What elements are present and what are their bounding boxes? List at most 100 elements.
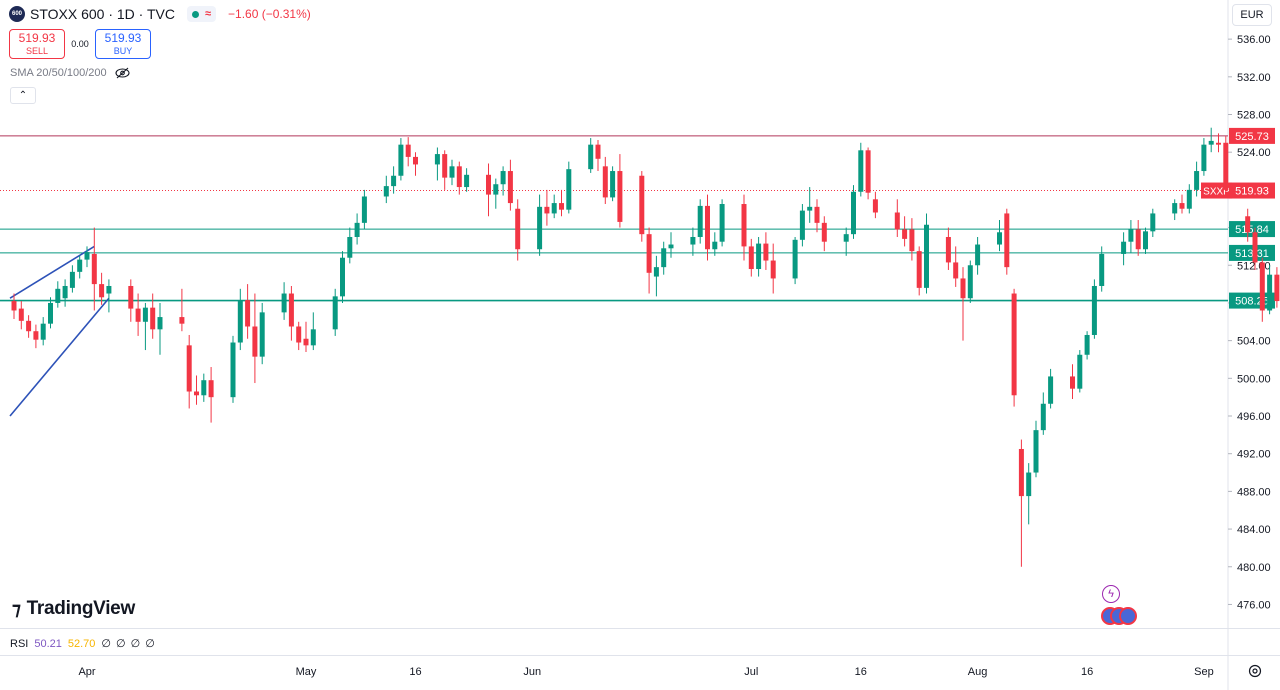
candle-body xyxy=(668,244,674,249)
candle xyxy=(690,227,696,256)
sma-indicator[interactable]: SMA 20/50/100/200 xyxy=(10,67,130,79)
y-tick-label: 500.00 xyxy=(1237,373,1271,385)
candle-body xyxy=(1011,293,1017,396)
candle xyxy=(807,187,813,223)
sell-button[interactable]: 519.93 SELL xyxy=(9,29,65,59)
candle xyxy=(449,159,455,186)
candle xyxy=(1040,392,1046,435)
candle xyxy=(486,163,491,217)
candle-body xyxy=(1150,213,1156,232)
candle xyxy=(69,265,75,293)
flash-icon[interactable]: ϟ xyxy=(1102,585,1120,603)
y-tick-label: 484.00 xyxy=(1237,524,1271,536)
candle xyxy=(1252,227,1258,270)
candle-body xyxy=(865,150,871,193)
gear-icon[interactable] xyxy=(1247,663,1263,679)
candle xyxy=(442,150,448,190)
candle-body xyxy=(361,196,367,223)
candle xyxy=(756,236,762,277)
chevron-up-icon[interactable]: ⌃ xyxy=(10,87,36,104)
candle xyxy=(11,293,17,319)
candle-body xyxy=(1252,232,1258,263)
candle-body xyxy=(537,206,543,250)
candle xyxy=(697,199,703,244)
eye-hidden-icon[interactable] xyxy=(115,67,130,79)
candle-body xyxy=(1201,144,1207,172)
candle-body xyxy=(332,296,338,330)
candle-body xyxy=(1004,213,1010,268)
buy-button[interactable]: 519.93 BUY xyxy=(95,29,151,59)
y-tick-label: 536.00 xyxy=(1237,34,1271,46)
candle xyxy=(48,297,53,329)
symbol-header: 600 STOXX 600 · 1D · TVC ≈ −1.60 (−0.31%… xyxy=(9,6,311,22)
candle xyxy=(712,232,718,256)
candle-body xyxy=(486,174,491,195)
candle-body xyxy=(975,244,981,266)
candle xyxy=(252,293,258,384)
candle xyxy=(1274,267,1280,308)
candle-body xyxy=(413,156,418,165)
x-tick-label: Apr xyxy=(78,666,95,678)
candle xyxy=(799,204,805,247)
candle-body xyxy=(610,171,616,198)
candle xyxy=(646,227,652,294)
candle xyxy=(464,168,470,192)
candle-body xyxy=(55,288,61,303)
candle xyxy=(77,255,83,279)
candle xyxy=(1143,227,1148,254)
candle xyxy=(668,232,674,258)
trade-panel: 519.93 SELL 0.00 519.93 BUY xyxy=(9,29,151,59)
candle-body xyxy=(303,338,309,346)
candle-body xyxy=(245,300,251,327)
rsi-legend[interactable]: RSI 50.21 52.70 ∅ ∅ ∅ ∅ xyxy=(10,637,160,651)
trend-line xyxy=(9,245,95,299)
candle-body xyxy=(150,307,156,330)
currency-selector[interactable]: EUR xyxy=(1232,4,1272,26)
event-flag-icon[interactable] xyxy=(1119,607,1137,625)
candle xyxy=(106,279,112,313)
candle xyxy=(1070,364,1075,400)
candle-body xyxy=(69,271,75,288)
y-tick-label: 488.00 xyxy=(1237,486,1271,498)
trend-line xyxy=(9,297,110,417)
economic-events[interactable] xyxy=(1101,607,1145,625)
candle-body xyxy=(310,329,316,346)
candle-body xyxy=(33,331,39,340)
candle xyxy=(194,375,199,405)
rsi-na-value: ∅ xyxy=(101,638,111,650)
candle-body xyxy=(945,236,951,263)
candle xyxy=(84,246,90,268)
candle-body xyxy=(851,191,856,235)
candle-body xyxy=(799,210,805,240)
candle-body xyxy=(1033,430,1039,473)
x-tick-label: May xyxy=(296,666,317,678)
candle-body xyxy=(26,320,32,332)
candle-body xyxy=(1084,334,1090,355)
candle xyxy=(763,232,769,270)
candle xyxy=(310,312,316,351)
candle-body xyxy=(566,169,572,210)
symbol-title[interactable]: STOXX 600 · 1D · TVC xyxy=(30,6,175,22)
candle-body xyxy=(281,293,287,313)
candle-body xyxy=(661,248,667,268)
candle xyxy=(332,288,338,336)
candle xyxy=(91,227,97,311)
y-tick-label: 528.00 xyxy=(1237,110,1271,122)
sma-label: SMA 20/50/100/200 xyxy=(10,67,107,79)
candle-body xyxy=(434,154,440,165)
candle-body xyxy=(77,259,83,272)
candle xyxy=(383,175,389,204)
candle xyxy=(916,246,922,296)
market-status[interactable]: ≈ xyxy=(186,6,217,22)
tradingview-name: TradingView xyxy=(26,598,136,619)
candle-body xyxy=(354,222,360,237)
candle-body xyxy=(792,239,798,279)
symbol-logo: 600 xyxy=(9,6,25,22)
candle xyxy=(909,218,915,261)
candle-body xyxy=(296,326,302,343)
candle-body xyxy=(391,175,397,187)
candle xyxy=(902,216,908,247)
candle xyxy=(288,285,294,341)
candle-body xyxy=(347,236,353,258)
